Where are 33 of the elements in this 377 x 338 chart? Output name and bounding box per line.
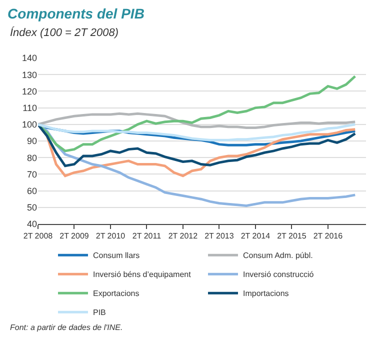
- legend-label: Inversió béns d’equipament: [93, 270, 192, 280]
- x-tick-label: 2T 2009: [60, 232, 90, 241]
- x-tick-label: 2T 2010: [96, 232, 126, 241]
- x-tick-label: 2T 2015: [277, 232, 307, 241]
- text: Font: a partir de dades de l'INE.: [10, 323, 123, 332]
- legend-label: Consum llars: [93, 251, 140, 260]
- line-series: [38, 112, 356, 129]
- x-tick-label: 2T 2011: [132, 232, 162, 241]
- x-tick-label: 2T 2014: [240, 232, 271, 241]
- y-tick-label: 90: [26, 136, 37, 146]
- y-tick-label: 70: [26, 169, 37, 180]
- x-tick-label: 2T 2016: [313, 232, 344, 241]
- y-tick-label: 110: [22, 102, 37, 113]
- y-tick-label: 140: [22, 53, 37, 64]
- x-tick-label: 2T 2008: [23, 232, 54, 241]
- y-tick-label: 100: [22, 120, 37, 130]
- line-series: [38, 123, 356, 142]
- legend-label: Importacions: [243, 289, 289, 298]
- y-tick-label: 130: [22, 70, 37, 80]
- legend-label: Consum Adm. públ.: [243, 251, 313, 260]
- y-tick-label: 80: [26, 152, 37, 163]
- line-series: [38, 123, 356, 168]
- y-tick-label: 50: [26, 202, 37, 213]
- x-tick-label: 2T 2012: [168, 232, 198, 241]
- legend-label: Inversió construcció: [243, 270, 314, 280]
- chart-title: Components del PIB: [8, 5, 144, 22]
- y-tick-label: 40: [26, 219, 37, 230]
- legend-label: PIB: [93, 308, 106, 318]
- legend-label: Exportacions: [93, 289, 140, 298]
- y-tick-label: 60: [26, 186, 37, 196]
- x-tick-label: 2T 2013: [204, 232, 234, 241]
- chart-subtitle: Índex (100 = 2T 2008): [10, 26, 119, 39]
- y-tick-label: 120: [22, 86, 37, 96]
